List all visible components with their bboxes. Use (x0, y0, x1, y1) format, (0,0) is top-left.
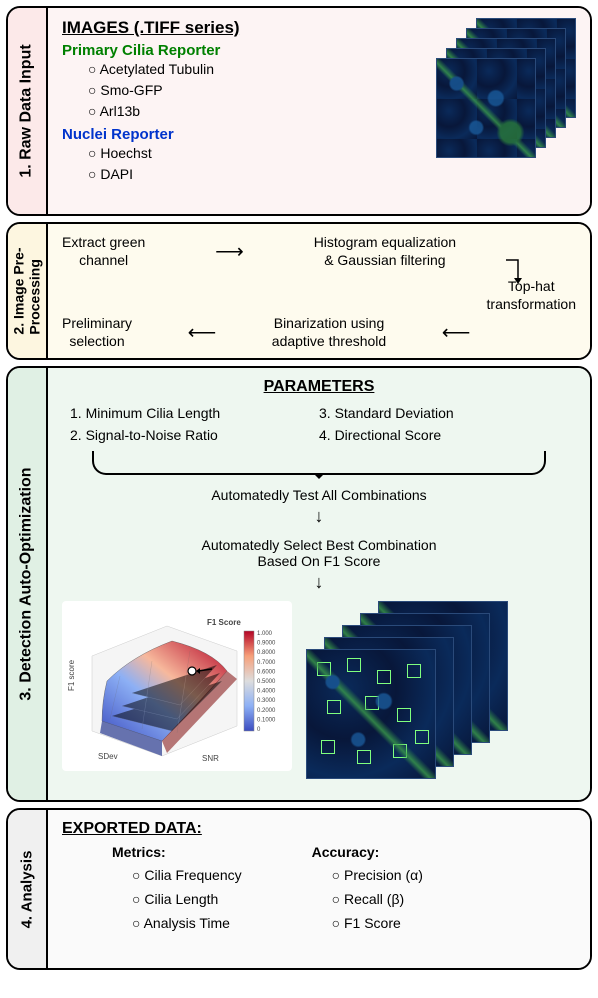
svg-text:0.3000: 0.3000 (257, 698, 276, 704)
detection-box (393, 744, 407, 758)
panel-analysis: 4. Analysis EXPORTED DATA: Metrics: Cili… (6, 808, 592, 970)
list-item: Recall (β) (332, 888, 423, 912)
arrow-left-icon-2: ⟵ (442, 320, 471, 345)
auto-test-step: Automatedly Test All Combinations (62, 487, 576, 503)
arrow-down-icon-2: ↓ (62, 573, 576, 591)
panel2-body: Extract greenchannel ⟶ Histogram equaliz… (48, 224, 590, 358)
exported-columns: Metrics: Cilia FrequencyCilia LengthAnal… (62, 844, 576, 935)
panel-preprocessing: 2. Image Pre-Processing Extract greencha… (6, 222, 592, 360)
result-image-stack (304, 601, 514, 771)
f1-axis-label: F1 score (67, 659, 76, 691)
svg-text:0.6000: 0.6000 (257, 669, 276, 675)
panel2-side-label: 2. Image Pre-Processing (8, 224, 48, 358)
step-histogram-eq: Histogram equalization& Gaussian filteri… (314, 234, 456, 269)
svg-text:0.7000: 0.7000 (257, 660, 276, 666)
flow-row-top: Extract greenchannel ⟶ Histogram equaliz… (62, 234, 576, 269)
visualization-row: F1 Score SNR SDev F1 score 1.000 0.9000 0.… (62, 601, 576, 771)
auto-select-step: Automatedly Select Best CombinationBased… (62, 537, 576, 569)
arrow-down-icon (504, 258, 524, 288)
result-image-layer (306, 649, 436, 779)
arrow-down-icon: ↓ (62, 507, 576, 525)
svg-text:0: 0 (257, 727, 261, 733)
svg-text:0.2000: 0.2000 (257, 708, 276, 714)
accuracy-list: Precision (α)Recall (β)F1 Score (332, 864, 423, 935)
parameters-title: PARAMETERS (62, 378, 576, 396)
list-item: Cilia Frequency (132, 864, 242, 888)
brace-connector (92, 451, 546, 475)
svg-text:0.8000: 0.8000 (257, 650, 276, 656)
list-item: F1 Score (332, 912, 423, 936)
panel1-side-label: 1. Raw Data Input (8, 8, 48, 214)
param-1: 1. Minimum Cilia Length (70, 402, 319, 424)
list-item: Cilia Length (132, 888, 242, 912)
detection-box (347, 658, 361, 672)
detection-box (365, 696, 379, 710)
f1-score-label: F1 Score (207, 618, 241, 627)
list-item: DAPI (88, 164, 576, 185)
accuracy-heading: Accuracy: (312, 844, 423, 860)
exported-data-title: EXPORTED DATA: (62, 820, 576, 838)
list-item: Precision (α) (332, 864, 423, 888)
step-extract-green: Extract greenchannel (62, 234, 145, 269)
f1-surface-plot: F1 Score SNR SDev F1 score 1.000 0.9000 0.… (62, 601, 292, 771)
param-4: 4. Directional Score (319, 424, 568, 446)
parameters-grid: 1. Minimum Cilia Length 3. Standard Devi… (70, 402, 568, 447)
step-tophat: Top-hattransformation (487, 278, 576, 313)
svg-text:0.5000: 0.5000 (257, 679, 276, 685)
detection-box (377, 670, 391, 684)
metrics-column: Metrics: Cilia FrequencyCilia LengthAnal… (112, 844, 242, 935)
panel-raw-data: 1. Raw Data Input IMAGES (.TIFF series) … (6, 6, 592, 216)
step-binarization: Binarization usingadaptive threshold (272, 315, 386, 350)
metrics-list: Cilia FrequencyCilia LengthAnalysis Time (132, 864, 242, 935)
image-stack (436, 18, 576, 158)
panel4-side-label: 4. Analysis (8, 810, 48, 968)
arrow-right-icon: ⟶ (215, 239, 244, 264)
list-item: Analysis Time (132, 912, 242, 936)
arrow-left-icon: ⟵ (188, 320, 217, 345)
accuracy-column: Accuracy: Precision (α)Recall (β)F1 Scor… (312, 844, 423, 935)
detection-box (357, 750, 371, 764)
panel-auto-optimization: 3. Detection Auto-Optimization PARAMETER… (6, 366, 592, 802)
svg-text:1.000: 1.000 (257, 631, 273, 637)
image-layer (436, 58, 536, 158)
panel3-side-text: 3. Detection Auto-Optimization (18, 467, 36, 700)
step-preliminary-selection: Preliminaryselection (62, 315, 132, 350)
panel3-side-label: 3. Detection Auto-Optimization (8, 368, 48, 800)
param-3: 3. Standard Deviation (319, 402, 568, 424)
svg-text:0.9000: 0.9000 (257, 640, 276, 646)
detection-box (321, 740, 335, 754)
detection-box (317, 662, 331, 676)
detection-box (415, 730, 429, 744)
panel1-side-text: 1. Raw Data Input (18, 44, 36, 177)
panel3-body: PARAMETERS 1. Minimum Cilia Length 3. St… (48, 368, 590, 800)
sdev-axis-label: SDev (98, 752, 118, 761)
panel2-side-text: 2. Image Pre-Processing (11, 247, 43, 334)
metrics-heading: Metrics: (112, 844, 242, 860)
panel4-side-text: 4. Analysis (19, 850, 36, 928)
svg-text:0.1000: 0.1000 (257, 717, 276, 723)
svg-text:0.4000: 0.4000 (257, 688, 276, 694)
param-2: 2. Signal-to-Noise Ratio (70, 424, 319, 446)
snr-axis-label: SNR (202, 754, 219, 763)
detection-box (407, 664, 421, 678)
panel4-body: EXPORTED DATA: Metrics: Cilia FrequencyC… (48, 810, 590, 968)
detection-box (327, 700, 341, 714)
detection-box (397, 708, 411, 722)
surface-svg: F1 Score SNR SDev F1 score 1.000 0.9000 0.… (62, 601, 292, 771)
panel1-body: IMAGES (.TIFF series) Primary Cilia Repo… (48, 8, 590, 214)
flow-row-bottom: Preliminaryselection ⟵ Binarization usin… (62, 315, 576, 350)
